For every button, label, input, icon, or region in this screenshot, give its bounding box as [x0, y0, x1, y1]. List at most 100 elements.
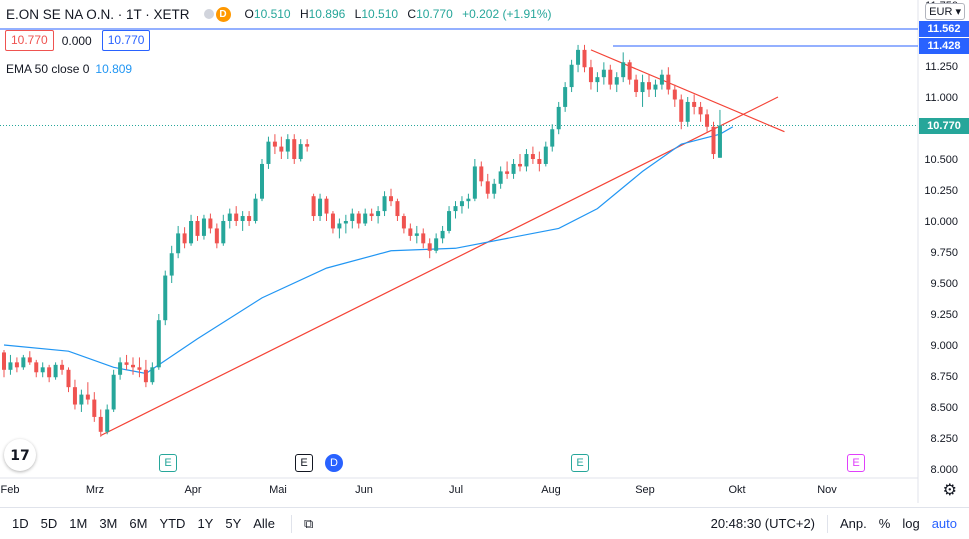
candle-body [434, 238, 439, 251]
y-tick-label: 10.000 [924, 216, 958, 228]
candle-body [124, 362, 129, 365]
candle-body [221, 221, 226, 244]
candle-body [659, 74, 664, 85]
candle-body [111, 374, 116, 410]
log-toggle[interactable]: log [902, 516, 920, 531]
symbol-title[interactable]: E.ON SE NA O.N. · 1T · XETR [6, 6, 190, 22]
candle-body [60, 364, 65, 370]
toolbar-divider [827, 514, 829, 533]
candle-body [176, 233, 181, 254]
auto-scale-toggle[interactable]: auto [931, 516, 957, 531]
candle-body [563, 87, 568, 107]
candle-body [253, 198, 258, 221]
candle-body [717, 125, 722, 158]
candle-body [382, 196, 387, 212]
earnings-event-icon[interactable]: E [847, 454, 865, 472]
sell-price-box[interactable]: 10.770 [5, 30, 54, 51]
y-tick-label: 9.750 [930, 247, 958, 259]
timeframe-all[interactable]: Alle [253, 516, 275, 531]
candle-body [498, 171, 503, 184]
timeframe-6m[interactable]: 6M [129, 516, 148, 531]
candle-body [556, 106, 561, 130]
date-range-icon[interactable]: ⧉ [303, 515, 314, 531]
candle-body [266, 141, 271, 164]
candle-body [369, 213, 374, 217]
timeframe-1y[interactable]: 1Y [197, 516, 214, 531]
candle-body [324, 198, 329, 214]
timeframe-ytd[interactable]: YTD [159, 516, 186, 531]
earnings-event-icon[interactable]: E [159, 454, 177, 472]
y-tick-label: 9.500 [930, 278, 958, 290]
candle-body [466, 198, 471, 202]
x-tick-label: Mrz [86, 484, 104, 496]
candle-body [260, 163, 264, 199]
candle-body [350, 213, 355, 221]
earnings-event-icon[interactable]: E [295, 454, 313, 472]
legend-header: E.ON SE NA O.N. · 1T · XETR D O10.510 H1… [6, 4, 558, 24]
candle-body [34, 362, 39, 373]
adjust-toggle[interactable]: Anp. [840, 516, 867, 531]
candle-body [414, 233, 419, 236]
candle-body [408, 228, 413, 236]
candle-body [595, 77, 600, 83]
timeframe-1m[interactable]: 1M [69, 516, 88, 531]
candle-body [401, 216, 406, 229]
y-tick-label: 11.250 [925, 61, 958, 73]
candle-body [98, 416, 103, 432]
candle-body [692, 101, 697, 107]
dividend-event-icon[interactable]: D [325, 454, 343, 472]
timeframe-3m[interactable]: 3M [99, 516, 118, 531]
candle-body [505, 171, 510, 174]
timeframe-5y[interactable]: 5Y [225, 516, 242, 531]
low-value: 10.510 [361, 7, 399, 21]
candle-body [337, 223, 342, 229]
timeframe-5d[interactable]: 5D [40, 516, 58, 531]
candle-body [698, 106, 703, 115]
current-price-label: 10.770 [919, 118, 969, 134]
candle-body [272, 141, 277, 147]
timeframe-1d[interactable]: 1D [12, 516, 29, 531]
currency-select[interactable]: EUR ▾ [925, 3, 965, 20]
candle-body [672, 89, 677, 100]
candle-body [453, 206, 458, 212]
spread-value: 0.000 [61, 33, 92, 48]
candle-body [311, 196, 316, 217]
x-tick-label: Okt [728, 484, 745, 496]
earnings-event-icon[interactable]: E [571, 454, 589, 472]
candle-body [72, 387, 77, 405]
candle-body [647, 82, 651, 90]
quote-row: 10.770 0.000 10.770 [5, 30, 151, 51]
gear-icon[interactable]: ⚙ [942, 482, 957, 499]
candle-body [685, 101, 690, 122]
candle-body [66, 369, 71, 388]
clock-time[interactable]: 20:48:30 (UTC+2) [710, 516, 816, 531]
x-tick-label: Nov [817, 484, 837, 496]
ohlc-values: O10.510 H10.896 L10.510 C10.770 +0.202 (… [244, 7, 552, 21]
price-label-lower: 11.428 [919, 38, 969, 54]
price-label-upper: 11.562 [919, 21, 969, 37]
candle-body [105, 409, 110, 432]
candle-body [621, 62, 626, 78]
candle-body [492, 183, 497, 194]
x-tick-label: Aug [541, 484, 561, 496]
status-indicator[interactable]: D [203, 6, 231, 22]
candle-body [427, 243, 432, 251]
candle-body [79, 394, 84, 405]
candle-body [163, 275, 168, 321]
percent-toggle[interactable]: % [878, 516, 891, 531]
trend-line [100, 96, 779, 437]
candle-body [627, 62, 632, 80]
y-tick-label: 8.750 [930, 371, 958, 383]
buy-price-box[interactable]: 10.770 [101, 30, 151, 51]
candle-body [459, 201, 464, 207]
candle-body [214, 228, 219, 244]
candle-body [524, 154, 529, 167]
candle-body [705, 114, 710, 127]
candle-body [653, 84, 658, 90]
indicator-legend[interactable]: EMA 50 close 0 10.809 [6, 62, 132, 76]
candle-body [208, 218, 213, 229]
candle-body [608, 69, 613, 85]
tradingview-logo-icon[interactable]: 𝟭𝟳 [4, 439, 36, 471]
data-delay-badge[interactable]: D [215, 6, 231, 22]
